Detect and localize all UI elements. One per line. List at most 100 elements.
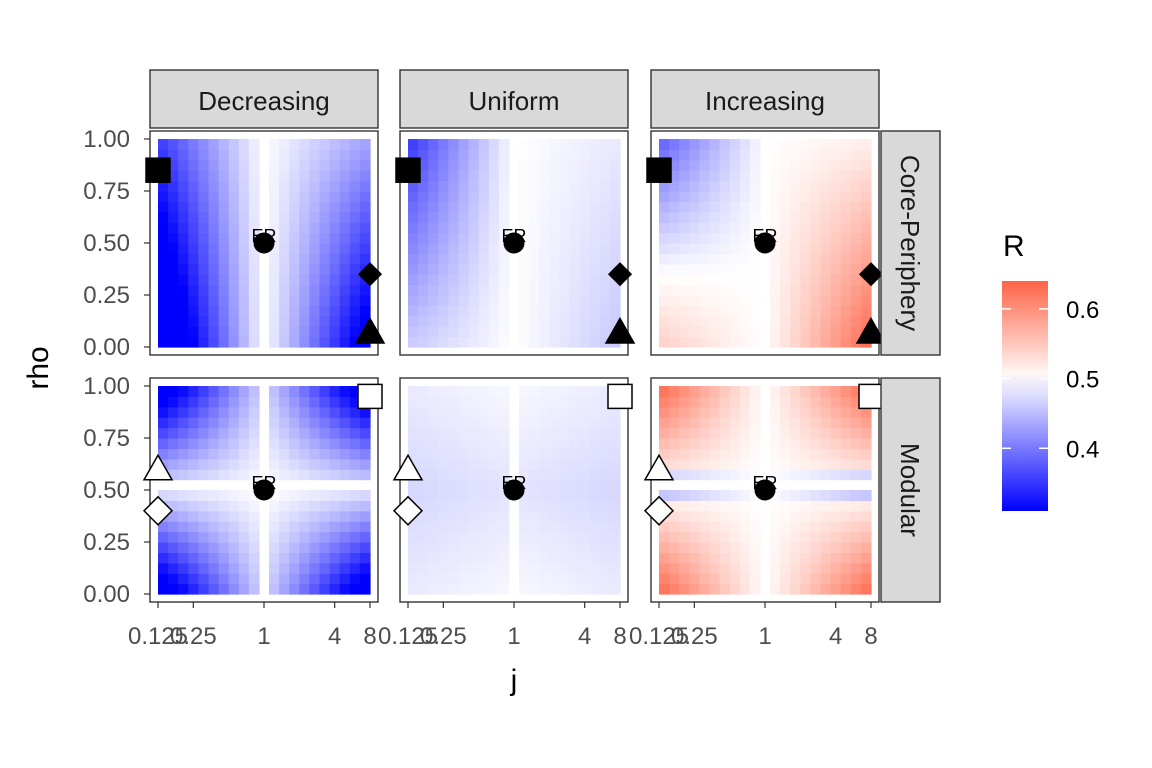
heatmap-cell — [669, 427, 680, 439]
heatmap-cell — [679, 438, 690, 449]
heatmap-cell — [418, 305, 429, 317]
heatmap-cell — [279, 583, 290, 595]
heatmap-cell — [659, 336, 670, 348]
heatmap-cell — [810, 417, 822, 429]
heatmap-cell — [198, 500, 210, 512]
heatmap-cell — [428, 326, 439, 338]
heatmap-cell — [458, 191, 470, 202]
heatmap-cell — [218, 417, 230, 429]
heatmap-cell — [749, 531, 761, 543]
heatmap-cell — [749, 253, 761, 265]
heatmap-cell — [830, 438, 842, 449]
heatmap-cell — [529, 295, 540, 306]
heatmap-cell — [790, 336, 801, 348]
heatmap-cell — [709, 521, 721, 533]
heatmap-cell — [329, 253, 341, 265]
heatmap-cell — [468, 417, 480, 429]
heatmap-cell — [689, 562, 700, 574]
markers: ER — [392, 383, 633, 526]
heatmap-cell — [279, 263, 290, 275]
heatmap-cell — [790, 531, 801, 543]
heatmap-cell — [428, 243, 439, 254]
heatmap-cell — [739, 211, 751, 223]
heatmap-cell — [228, 263, 240, 275]
heatmap-cell — [418, 469, 429, 481]
heatmap-cell — [659, 396, 670, 408]
heatmap-cell — [810, 170, 822, 182]
heatmap-cell — [739, 531, 751, 543]
heatmap-cell — [800, 469, 812, 481]
heatmap-cell — [178, 500, 189, 512]
heatmap-cell — [719, 510, 731, 522]
heatmap-cell — [749, 552, 761, 564]
heatmap-cell — [428, 139, 439, 150]
heatmap-cell — [529, 438, 540, 449]
x-axis-title: j — [510, 664, 518, 697]
heatmap-cell — [248, 139, 260, 150]
heatmap-cell — [790, 583, 801, 595]
heatmap-cell — [158, 406, 169, 418]
heatmap-cell — [408, 149, 419, 161]
heatmap-cell — [579, 139, 591, 150]
heatmap-cell — [669, 253, 680, 265]
heatmap-cell — [349, 305, 361, 317]
heatmap-cell — [279, 521, 290, 533]
heatmap-cell — [458, 573, 470, 585]
heatmap-cell — [840, 448, 852, 460]
heatmap-cell — [820, 211, 832, 223]
heatmap-cell — [248, 211, 260, 223]
heatmap-cell — [349, 458, 361, 470]
heatmap-cell — [299, 191, 311, 202]
heatmap-cell — [519, 562, 530, 574]
heatmap-cell — [659, 284, 670, 296]
heatmap-cell — [820, 573, 832, 585]
heatmap-cell — [579, 458, 591, 470]
heatmap-cell — [188, 396, 199, 408]
heatmap-cell — [339, 243, 351, 254]
heatmap-cell — [739, 521, 751, 533]
heatmap-cell — [539, 448, 550, 460]
heatmap-cell — [559, 448, 571, 460]
heatmap-cell — [248, 386, 260, 397]
heatmap-cell — [418, 510, 429, 522]
heatmap-cell — [609, 427, 621, 439]
heatmap-cell — [830, 448, 842, 460]
heatmap-cell — [339, 386, 351, 397]
heatmap-cell — [198, 386, 210, 397]
heatmap-cell — [780, 305, 791, 317]
heatmap-cell — [488, 386, 500, 397]
legend-tick-label: 0.5 — [1066, 367, 1099, 394]
heatmap-cell — [599, 159, 611, 171]
heatmap-cell — [679, 191, 690, 202]
markers: ER — [395, 157, 636, 344]
heatmap-cell — [709, 295, 721, 306]
heatmap-cell — [498, 417, 510, 429]
heatmap-cell — [679, 386, 690, 397]
heatmap-cell — [448, 562, 460, 574]
heatmap-cell — [850, 562, 862, 574]
heatmap-cell — [339, 222, 351, 234]
heatmap-cell — [719, 521, 731, 533]
heatmap-cell — [299, 427, 311, 439]
heatmap-cell — [579, 406, 591, 418]
x-tick-label: 0.25 — [671, 623, 718, 650]
heatmap-cell — [790, 284, 801, 296]
triangle-marker — [142, 453, 174, 481]
legend-tick-label: 0.6 — [1066, 297, 1099, 324]
heatmap-cell — [188, 232, 199, 244]
heatmap-cell — [850, 149, 862, 161]
heatmap-cell — [289, 490, 300, 501]
heatmap-cell — [289, 427, 300, 439]
heatmap-cell — [699, 562, 711, 574]
heatmap-cell — [860, 521, 872, 533]
y-tick-label: 1.00 — [83, 373, 130, 400]
heatmap-cell — [699, 448, 711, 460]
heatmap-cell — [810, 531, 822, 543]
heatmap-cell — [218, 542, 230, 553]
heatmap-cell — [238, 573, 250, 585]
heatmap-cell — [198, 149, 210, 161]
heatmap-cell — [238, 305, 250, 317]
heatmap-cell — [269, 490, 280, 501]
heatmap-cell — [820, 159, 832, 171]
heatmap-cell — [218, 583, 230, 595]
